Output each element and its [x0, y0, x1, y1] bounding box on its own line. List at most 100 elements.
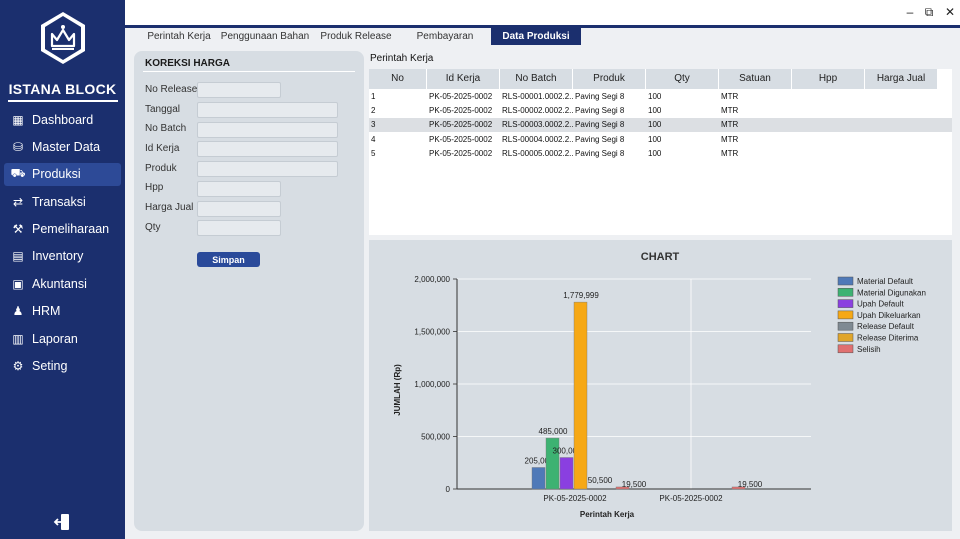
table-cell — [865, 118, 938, 132]
hrm-icon: ♟ — [12, 304, 24, 319]
sidebar-item-transaksi[interactable]: ⇄ Transaksi — [4, 190, 121, 213]
sidebar-item-label: Inventory — [32, 249, 84, 264]
dashboard-icon: ▦ — [12, 112, 24, 127]
column-header[interactable]: No Batch — [500, 69, 573, 89]
sidebar-item-laporan[interactable]: ▥ Laporan — [4, 327, 121, 350]
legend-swatch — [837, 321, 854, 331]
no-batch-input[interactable] — [197, 122, 338, 138]
sidebar-item-akuntansi[interactable]: ▣ Akuntansi — [4, 272, 121, 295]
tab-perintah-kerja[interactable]: Perintah Kerja — [147, 31, 211, 42]
no-release-input[interactable] — [197, 82, 281, 98]
table-row[interactable]: 1 PK-05-2025-0002 RLS-00001.0002.2... Pavin… — [369, 90, 952, 104]
bar — [531, 467, 546, 490]
tab-pembayaran[interactable]: Pembayaran — [416, 31, 474, 42]
maintenance-icon: ⚒ — [12, 222, 24, 237]
table-cell: MTR — [721, 120, 739, 130]
legend-swatch — [837, 288, 854, 297]
table-cell — [792, 147, 865, 161]
data-label: 300,000 — [553, 447, 582, 456]
harga-jual-input[interactable] — [197, 201, 281, 217]
sidebar-item-dashboard[interactable]: ▦ Dashboard — [4, 108, 121, 131]
table-cell: MTR — [721, 106, 739, 116]
legend-swatch — [837, 299, 854, 308]
id-kerja-label: Id Kerja — [145, 143, 180, 154]
production-icon: ⛟ — [10, 166, 26, 181]
no-release-label: No Release — [145, 84, 198, 95]
column-header[interactable]: Harga Jual — [865, 69, 938, 89]
table-cell: MTR — [721, 134, 739, 144]
table-cell: RLS-00002.0002.2... — [502, 106, 573, 116]
produk-input[interactable] — [197, 161, 338, 177]
table-cell: Paving Segi 8 — [575, 106, 625, 116]
data-label: 50,500 — [588, 476, 613, 485]
no-batch-label: No Batch — [145, 123, 187, 134]
restore-icon[interactable]: ⧉ — [924, 5, 934, 19]
hpp-label: Hpp — [145, 182, 164, 193]
table-cell — [792, 90, 865, 104]
legend-entry: Release Default — [857, 322, 915, 331]
sidebar-item-master-data[interactable]: ⛁ Master Data — [4, 135, 121, 158]
sidebar-item-seting[interactable]: ⚙ Seting — [4, 355, 121, 378]
bar — [545, 437, 560, 490]
table-cell: 2 — [371, 106, 376, 116]
tab-produk-release[interactable]: Produk Release — [320, 31, 392, 42]
data-label: 205,000 — [525, 456, 554, 465]
work-order-table: No Id Kerja No Batch Produk Qty Satuan Hpp Harg… — [369, 69, 952, 235]
logout-icon[interactable] — [52, 512, 72, 532]
table-row[interactable]: 5 PK-05-2025-0002 RLS-00005.0002.2... Pavin… — [369, 147, 952, 161]
sidebar-item-hrm[interactable]: ♟ HRM — [4, 300, 121, 323]
column-header[interactable]: Id Kerja — [427, 69, 500, 89]
sidebar-item-inventory[interactable]: ▤ Inventory — [4, 245, 121, 268]
column-header[interactable]: No — [369, 69, 427, 89]
table-cell: 100 — [648, 106, 662, 116]
tab-data-produksi[interactable]: Data Produksi — [491, 28, 581, 45]
y-axis-label: JUMLAH (Rp) — [393, 364, 402, 416]
table-cell: RLS-00003.0002.2... — [502, 120, 573, 130]
brand-logo-icon — [41, 12, 85, 64]
table-cell — [792, 133, 865, 147]
tanggal-input[interactable] — [197, 102, 338, 118]
sidebar: ISTANA BLOCK ▦ Dashboard ⛁ Master Data ⛟ Prod… — [0, 0, 125, 539]
sidebar-item-pemeliharaan[interactable]: ⚒ Pemeliharaan — [4, 218, 121, 241]
table-cell: 5 — [371, 148, 376, 158]
form-title-divider — [143, 71, 355, 72]
column-header[interactable]: Qty — [646, 69, 719, 89]
tanggal-label: Tanggal — [145, 104, 181, 115]
table-row[interactable]: 2 PK-05-2025-0002 RLS-00002.0002.2... Pavin… — [369, 104, 952, 118]
table-cell: PK-05-2025-0002 — [429, 106, 493, 116]
transaction-icon: ⇄ — [12, 194, 24, 209]
data-label: 19,500 — [738, 480, 763, 489]
table-header: No Id Kerja No Batch Produk Qty Satuan Hpp Harg… — [369, 69, 938, 89]
table-cell: 100 — [648, 92, 662, 101]
column-header[interactable]: Satuan — [719, 69, 792, 89]
qty-input[interactable] — [197, 220, 281, 236]
id-kerja-input[interactable] — [197, 141, 338, 157]
table-cell — [865, 147, 938, 161]
minimize-icon[interactable]: – — [906, 5, 914, 19]
chart-title: CHART — [641, 251, 680, 263]
bar-chart: CHART 0 500,000 1,000,000 1,500,000 2,000,000… — [393, 251, 926, 519]
tab-bar: Perintah Kerja Penggunaan Bahan Produk R… — [125, 28, 960, 46]
sidebar-item-label: Transaksi — [32, 194, 86, 209]
table-cell: MTR — [721, 148, 739, 158]
hpp-input[interactable] — [197, 181, 281, 197]
close-icon[interactable]: ✕ — [944, 5, 956, 19]
table-row[interactable]: 4 PK-05-2025-0002 RLS-00004.0002.2... Pavin… — [369, 133, 952, 147]
sidebar-item-produksi[interactable]: ⛟ Produksi — [4, 162, 121, 186]
column-header[interactable]: Hpp — [792, 69, 865, 89]
x-axis-label: Perintah Kerja — [580, 510, 635, 519]
table-row[interactable]: 3 PK-05-2025-0002 RLS-00003.0002.2... Pavin… — [369, 118, 952, 133]
table-cell: PK-05-2025-0002 — [429, 148, 493, 158]
produk-label: Produk — [145, 163, 177, 174]
legend-entry: Release Diterima — [857, 334, 919, 343]
table-cell: Paving Segi 8 — [575, 148, 625, 158]
table-cell — [865, 90, 938, 104]
tab-penggunaan-bahan[interactable]: Penggunaan Bahan — [220, 31, 310, 42]
legend-entry: Material Default — [857, 277, 914, 286]
legend-swatch — [837, 344, 854, 354]
legend-swatch — [837, 310, 854, 320]
column-header[interactable]: Produk — [573, 69, 646, 89]
sidebar-item-label: Master Data — [32, 139, 101, 154]
save-button[interactable]: Simpan — [197, 252, 260, 267]
table-cell — [792, 104, 865, 118]
